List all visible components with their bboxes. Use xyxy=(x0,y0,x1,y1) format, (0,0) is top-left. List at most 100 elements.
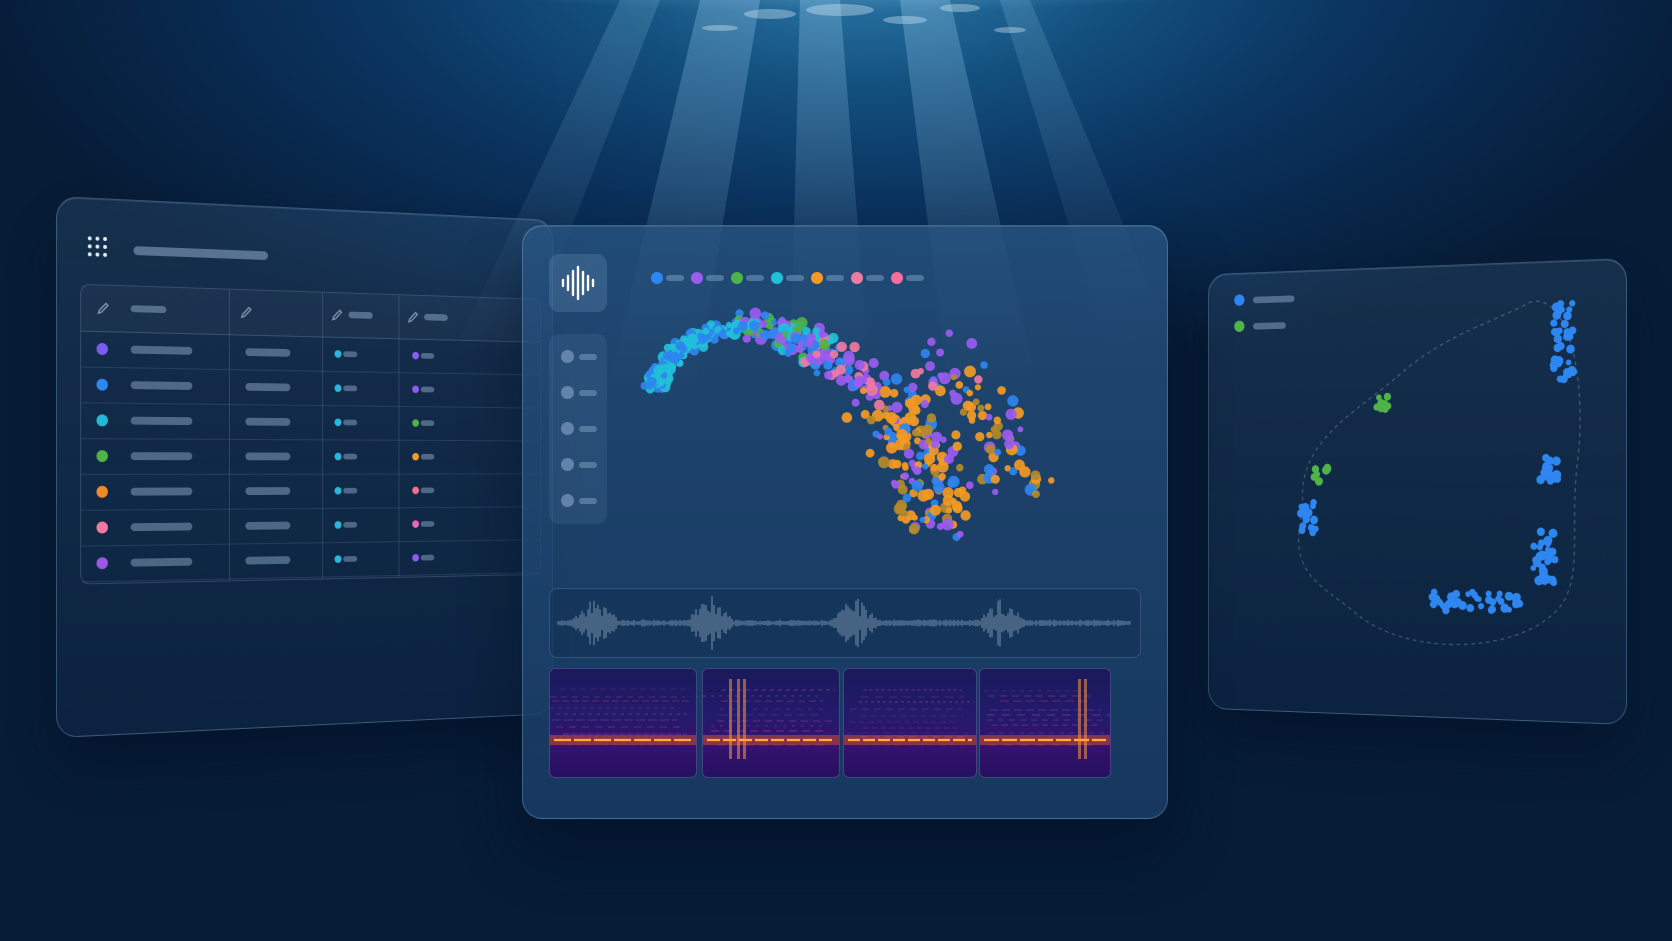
scatter-point xyxy=(1309,515,1319,525)
scatter-point xyxy=(879,386,891,398)
scatter-point xyxy=(926,413,937,423)
scatter-point xyxy=(812,327,821,336)
scatter-point xyxy=(992,488,999,496)
recordings-table xyxy=(80,283,541,585)
scatter-point xyxy=(937,461,949,473)
scatter-point xyxy=(920,348,930,359)
scatter-point xyxy=(812,350,821,359)
scatter-point xyxy=(859,387,867,395)
scatter-point xyxy=(908,523,920,535)
cell-placeholder xyxy=(245,452,291,461)
scatter-point xyxy=(965,401,977,413)
scatter-point xyxy=(747,329,754,336)
scatter-point xyxy=(1383,392,1392,401)
audio-waveform xyxy=(557,596,1131,650)
scatter-point xyxy=(944,454,954,464)
scatter-point xyxy=(766,322,774,330)
sidebar-item[interactable] xyxy=(561,494,601,508)
scatter-point xyxy=(938,472,946,481)
panel-title-placeholder xyxy=(133,246,268,261)
pencil-icon[interactable] xyxy=(96,301,109,315)
scatter-point xyxy=(975,432,985,442)
cell-placeholder xyxy=(130,522,193,532)
scatter-point xyxy=(1477,602,1485,610)
table-row[interactable] xyxy=(81,473,541,511)
cell-placeholder xyxy=(343,487,358,494)
spectrogram-panel[interactable] xyxy=(549,668,697,778)
scatter-point xyxy=(945,329,954,337)
scatter-point xyxy=(930,463,938,472)
scatter-point xyxy=(908,382,918,393)
pencil-icon[interactable] xyxy=(331,308,343,322)
cell-placeholder xyxy=(420,554,435,561)
spectrogram-panel[interactable] xyxy=(702,668,840,778)
pencil-icon[interactable] xyxy=(407,310,419,323)
embedding-scatter-plot[interactable] xyxy=(633,296,1073,576)
scatter-point xyxy=(1560,319,1569,329)
scatter-point xyxy=(1004,465,1011,472)
tag-dot xyxy=(412,553,420,562)
scatter-point xyxy=(818,330,826,338)
scatter-point xyxy=(936,348,945,357)
scatter-point xyxy=(853,378,864,389)
sidebar-item[interactable] xyxy=(561,386,601,400)
cell-placeholder xyxy=(420,521,435,527)
scatter-point xyxy=(1500,603,1510,613)
table-row[interactable] xyxy=(81,539,541,583)
cell-placeholder xyxy=(245,348,291,357)
scatter-point xyxy=(933,481,945,493)
pencil-icon[interactable] xyxy=(240,305,253,319)
table-row[interactable] xyxy=(81,438,541,475)
status-dot xyxy=(96,378,108,391)
scatter-point xyxy=(865,448,875,458)
app-logo[interactable] xyxy=(549,254,607,312)
scatter-point xyxy=(1300,503,1306,510)
cell-placeholder xyxy=(130,557,193,567)
scatter-point xyxy=(972,398,980,406)
cluster-scatter-plot[interactable] xyxy=(1209,259,1626,724)
scatter-point xyxy=(959,408,968,416)
grid-menu-icon[interactable] xyxy=(87,236,109,259)
waveform-track[interactable] xyxy=(549,588,1141,658)
scatter-point xyxy=(819,339,831,351)
scatter-point xyxy=(874,399,885,411)
scatter-point xyxy=(885,412,898,424)
scatter-point xyxy=(959,491,971,502)
scatter-point xyxy=(868,358,879,368)
tag-dot xyxy=(334,452,342,461)
spectrogram-panel[interactable] xyxy=(843,668,977,778)
sidebar-item[interactable] xyxy=(561,422,601,436)
sidebar-item[interactable] xyxy=(561,458,601,472)
scatter-point xyxy=(835,364,846,375)
scatter-point xyxy=(1550,319,1558,327)
scatter-point xyxy=(663,343,672,352)
scatter-point xyxy=(1556,300,1565,308)
cell-placeholder xyxy=(343,385,358,392)
scatter-point xyxy=(966,338,978,349)
sidebar-item[interactable] xyxy=(561,350,601,364)
scatter-point xyxy=(749,307,762,320)
cell-placeholder xyxy=(420,487,435,494)
status-dot xyxy=(96,414,108,427)
scatter-point xyxy=(718,329,727,339)
scatter-point xyxy=(942,487,954,499)
scatter-point xyxy=(1014,459,1025,471)
scatter-point xyxy=(911,429,920,437)
cell-placeholder xyxy=(245,521,291,530)
scatter-point xyxy=(737,321,748,332)
scatter-point xyxy=(896,429,908,441)
cluster-map-panel xyxy=(1207,258,1627,725)
table-row[interactable] xyxy=(81,402,541,442)
scatter-point xyxy=(891,401,903,413)
status-dot xyxy=(96,450,108,463)
scatter-point xyxy=(866,383,878,396)
scatter-point xyxy=(1466,603,1475,613)
scatter-point xyxy=(671,354,681,363)
scatter-point xyxy=(965,481,974,490)
spectrogram-panel[interactable] xyxy=(979,668,1111,778)
scatter-point xyxy=(796,345,804,354)
tag-dot xyxy=(334,350,342,358)
scatter-point xyxy=(985,444,996,455)
status-dot xyxy=(96,557,108,570)
scatter-point xyxy=(675,341,686,351)
